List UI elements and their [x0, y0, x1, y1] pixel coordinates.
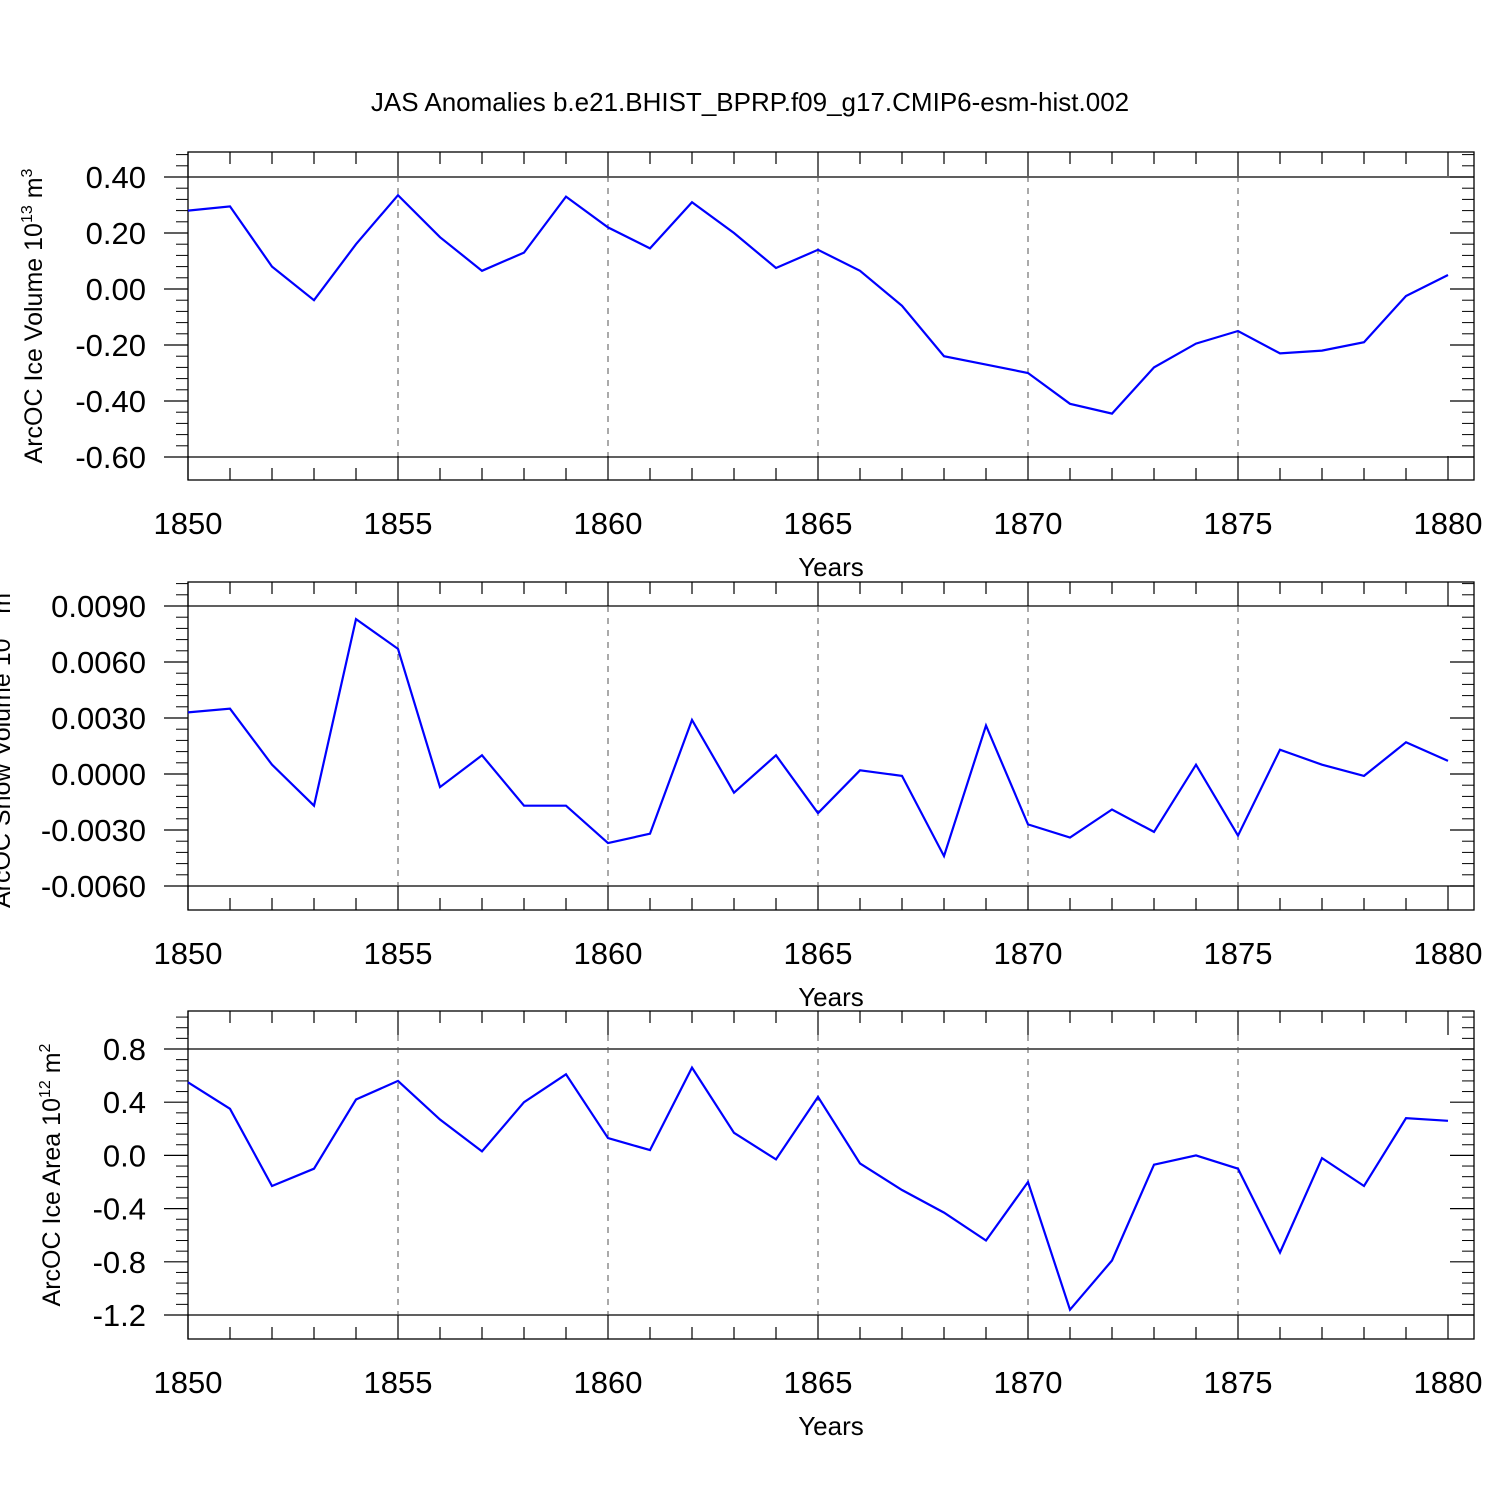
y-tick-label: -0.8: [93, 1245, 146, 1280]
y-tick-label: -0.0030: [41, 813, 146, 848]
y-axis-title-unit: m: [20, 177, 48, 205]
x-axis-title: Years: [798, 982, 864, 1012]
y-axis-title-unit-exponent: 3: [0, 584, 4, 593]
chart-title: JAS Anomalies b.e21.BHIST_BPRP.f09_g17.C…: [371, 87, 1129, 117]
x-tick-label: 1850: [154, 1365, 223, 1400]
x-tick-label: 1870: [994, 506, 1063, 541]
x-tick-label: 1870: [994, 1365, 1063, 1400]
y-tick-label: 0.0: [103, 1138, 146, 1173]
x-tick-label: 1855: [364, 1365, 433, 1400]
x-tick-label: 1850: [154, 506, 223, 541]
series-line: [187, 1065, 1449, 1312]
x-tick-label: 1860: [574, 506, 643, 541]
y-tick-label: -0.20: [75, 328, 146, 363]
x-tick-label: 1865: [784, 506, 853, 541]
x-tick-label: 1860: [574, 1365, 643, 1400]
y-tick-label: 0.00: [86, 272, 146, 307]
x-tick-label: 1850: [154, 936, 223, 971]
x-tick-label: 1870: [994, 936, 1063, 971]
y-tick-label: -0.0060: [41, 869, 146, 904]
y-tick-label: 0.0000: [51, 757, 146, 792]
chart-panel-2: 0.00900.00600.00300.0000-0.0030-0.006018…: [0, 581, 1483, 1012]
x-tick-label: 1865: [784, 936, 853, 971]
y-axis-title-text: ArcOC Ice Volume 10: [20, 223, 48, 463]
y-axis-title-unit-exponent: 2: [37, 1043, 54, 1052]
y-tick-label: 0.0030: [51, 701, 146, 736]
y-tick-label: -1.2: [93, 1298, 146, 1333]
y-tick-label: 0.0060: [51, 645, 146, 680]
y-axis-title-text: ArcOC Ice Area 10: [38, 1098, 66, 1306]
y-axis-title: ArcOC Snow Volume 1013 m3: [0, 584, 16, 908]
y-axis-title-exponent: 12: [37, 1080, 54, 1098]
y-tick-label: -0.60: [75, 440, 146, 475]
x-tick-label: 1880: [1414, 506, 1483, 541]
plot-frame: [187, 151, 1475, 481]
x-tick-label: 1865: [784, 1365, 853, 1400]
y-axis-title-exponent: 13: [19, 205, 36, 223]
y-axis-title-unit: m: [0, 593, 16, 621]
plot-frame: [187, 581, 1475, 911]
x-tick-label: 1860: [574, 936, 643, 971]
x-tick-label: 1875: [1204, 1365, 1273, 1400]
y-tick-label: 0.4: [103, 1085, 146, 1120]
x-axis-title: Years: [798, 1411, 864, 1441]
x-tick-label: 1875: [1204, 506, 1273, 541]
x-tick-label: 1855: [364, 936, 433, 971]
y-tick-label: -0.4: [93, 1192, 146, 1227]
plot-frame: [187, 1010, 1475, 1340]
x-tick-label: 1880: [1414, 936, 1483, 971]
y-axis-title-text: ArcOC Snow Volume 10: [0, 638, 16, 908]
y-axis-title-unit-exponent: 3: [19, 168, 36, 177]
y-axis-title: ArcOC Ice Area 1012 m2: [37, 1043, 66, 1306]
x-tick-label: 1855: [364, 506, 433, 541]
x-tick-label: 1875: [1204, 936, 1273, 971]
x-tick-label: 1880: [1414, 1365, 1483, 1400]
x-axis-title: Years: [798, 552, 864, 582]
y-tick-label: -0.40: [75, 384, 146, 419]
y-tick-label: 0.20: [86, 216, 146, 251]
y-axis-title-exponent: 13: [0, 621, 4, 639]
y-tick-label: 0.0090: [51, 589, 146, 624]
y-tick-label: 0.40: [86, 160, 146, 195]
y-axis-title-unit: m: [38, 1052, 66, 1080]
y-axis-title: ArcOC Ice Volume 1013 m3: [19, 168, 48, 463]
y-tick-label: 0.8: [103, 1032, 146, 1067]
